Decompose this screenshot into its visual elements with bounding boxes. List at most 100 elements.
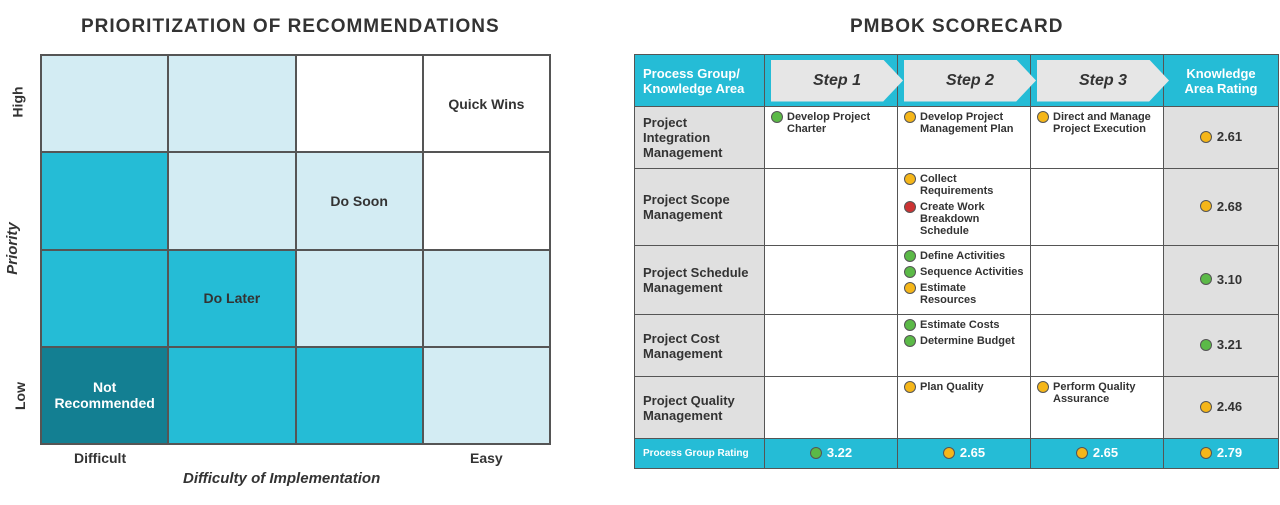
matrix-cell (422, 346, 550, 444)
activity-item: Collect Requirements (904, 173, 1024, 197)
rating-value: 2.68 (1216, 198, 1243, 214)
activity-item: Determine Budget (904, 335, 1024, 347)
rating-value: 3.21 (1216, 337, 1243, 353)
activity-cell: Estimate Costs Determine Budget (897, 314, 1031, 377)
activity-item: Develop Project Management Plan (904, 111, 1024, 135)
activity-cell: Collect Requirements Create Work Breakdow… (897, 168, 1031, 246)
activity-cell (1030, 245, 1164, 315)
table-row: Project Integration Management Develop Pr… (634, 106, 1279, 169)
activity-label: Develop Project Charter (787, 111, 871, 135)
matrix-cell: Do Later (168, 249, 296, 347)
matrix-cell (168, 55, 296, 153)
header-area: Process Group/ Knowledge Area (634, 54, 765, 107)
knowledge-area: Project Quality Management (634, 376, 765, 439)
matrix-title: PRIORITIZATION OF RECOMMENDATIONS (81, 16, 500, 37)
table-row: Project Scope Management Collect Requirem… (634, 168, 1279, 246)
process-group-rating: 2.65 (1030, 438, 1164, 469)
yellow-status-icon (1199, 400, 1212, 413)
process-group-rating: 3.22 (764, 438, 898, 469)
activity-cell (764, 168, 898, 246)
activity-item: Plan Quality (904, 381, 1024, 393)
area-rating: 2.61 (1163, 106, 1279, 169)
yellow-status-icon (1037, 111, 1049, 123)
green-status-icon (1199, 338, 1212, 351)
y-high-label: High (9, 86, 26, 118)
activity-cell: Perform Quality Assurance (1030, 376, 1164, 439)
green-status-icon (771, 111, 783, 123)
activity-label: Determine Budget (920, 335, 1015, 347)
x-left-label: Difficult (74, 450, 127, 466)
area-rating: 3.10 (1163, 245, 1279, 315)
activity-cell: Define Activities Sequence Activities Esti… (897, 245, 1031, 315)
activity-label: Create Work Breakdown Schedule (920, 201, 985, 237)
rating-value: 2.79 (1216, 445, 1243, 461)
activity-item: Define Activities (904, 250, 1024, 262)
matrix-cell-label: Not Recommended (54, 379, 155, 412)
red-status-icon (904, 201, 916, 213)
matrix-cell (295, 249, 423, 347)
rating-value: 2.61 (1216, 129, 1243, 145)
matrix-cell (168, 346, 296, 444)
yellow-status-icon (904, 173, 916, 185)
green-status-icon (904, 266, 916, 278)
matrix-cell (295, 346, 423, 444)
process-group-rating-row: Process Group Rating 3.22 2.65 2.65 2.79 (634, 438, 1279, 469)
activity-item: Estimate Resources (904, 282, 1024, 306)
area-rating: 2.68 (1163, 168, 1279, 246)
activity-item: Estimate Costs (904, 319, 1024, 331)
area-rating: 3.21 (1163, 314, 1279, 377)
footer-label: Process Group Rating (634, 438, 765, 469)
activity-item: Sequence Activities (904, 266, 1024, 278)
rating-value: 2.65 (1092, 445, 1119, 461)
activity-cell: Develop Project Charter (764, 106, 898, 169)
matrix-cell: Do Soon (295, 152, 423, 250)
activity-label: Develop Project Management Plan (920, 111, 1014, 135)
matrix-cell: Quick Wins (422, 55, 550, 153)
green-status-icon (904, 250, 916, 262)
activity-label: Plan Quality (920, 381, 984, 393)
priority-matrix: Quick Wins Do Soon Do Later Not Recommended (40, 54, 551, 445)
yellow-status-icon (1199, 446, 1212, 459)
yellow-status-icon (904, 282, 916, 294)
green-status-icon (809, 446, 822, 459)
activity-item: Develop Project Charter (771, 111, 891, 135)
activity-cell (1030, 168, 1164, 246)
matrix-cell (422, 152, 550, 250)
header-step2: Step 2 (897, 54, 1036, 107)
matrix-cell-label: Do Later (203, 290, 261, 307)
matrix-cell (41, 152, 169, 250)
activity-item: Direct and Manage Project Execution (1037, 111, 1157, 135)
yellow-status-icon (942, 446, 955, 459)
activity-item: Perform Quality Assurance (1037, 381, 1157, 405)
matrix-cell (41, 249, 169, 347)
header-step3: Step 3 (1030, 54, 1169, 107)
area-rating: 2.46 (1163, 376, 1279, 439)
rating-value: 2.46 (1216, 399, 1243, 415)
matrix-cell (168, 152, 296, 250)
process-group-rating: 2.79 (1163, 438, 1279, 469)
activity-cell (764, 314, 898, 377)
step1-arrow: Step 1 (771, 59, 903, 102)
yellow-status-icon (904, 111, 916, 123)
activity-label: Define Activities (920, 250, 1006, 262)
activity-label: Direct and Manage Project Execution (1053, 111, 1151, 135)
matrix-cell (41, 55, 169, 153)
matrix-cell: Not Recommended (41, 346, 169, 444)
process-group-rating: 2.65 (897, 438, 1031, 469)
activity-cell: Direct and Manage Project Execution (1030, 106, 1164, 169)
rating-value: 3.10 (1216, 271, 1243, 287)
yellow-status-icon (1037, 381, 1049, 393)
matrix-cell (422, 249, 550, 347)
rating-value: 3.22 (826, 445, 853, 461)
matrix-cell (295, 55, 423, 153)
rating-value: 2.65 (959, 445, 986, 461)
activity-label: Estimate Costs (920, 319, 1000, 331)
scorecard-title: PMBOK SCORECARD (850, 16, 1064, 37)
y-axis-label: Priority (3, 222, 21, 275)
header-step1: Step 1 (764, 54, 903, 107)
x-axis-label: Difficulty of Implementation (183, 470, 381, 487)
scorecard-table: Process Group/ Knowledge Area Step 1 Ste… (634, 54, 1279, 469)
knowledge-area: Project Scope Management (634, 168, 765, 246)
activity-cell: Plan Quality (897, 376, 1031, 439)
activity-cell: Develop Project Management Plan (897, 106, 1031, 169)
